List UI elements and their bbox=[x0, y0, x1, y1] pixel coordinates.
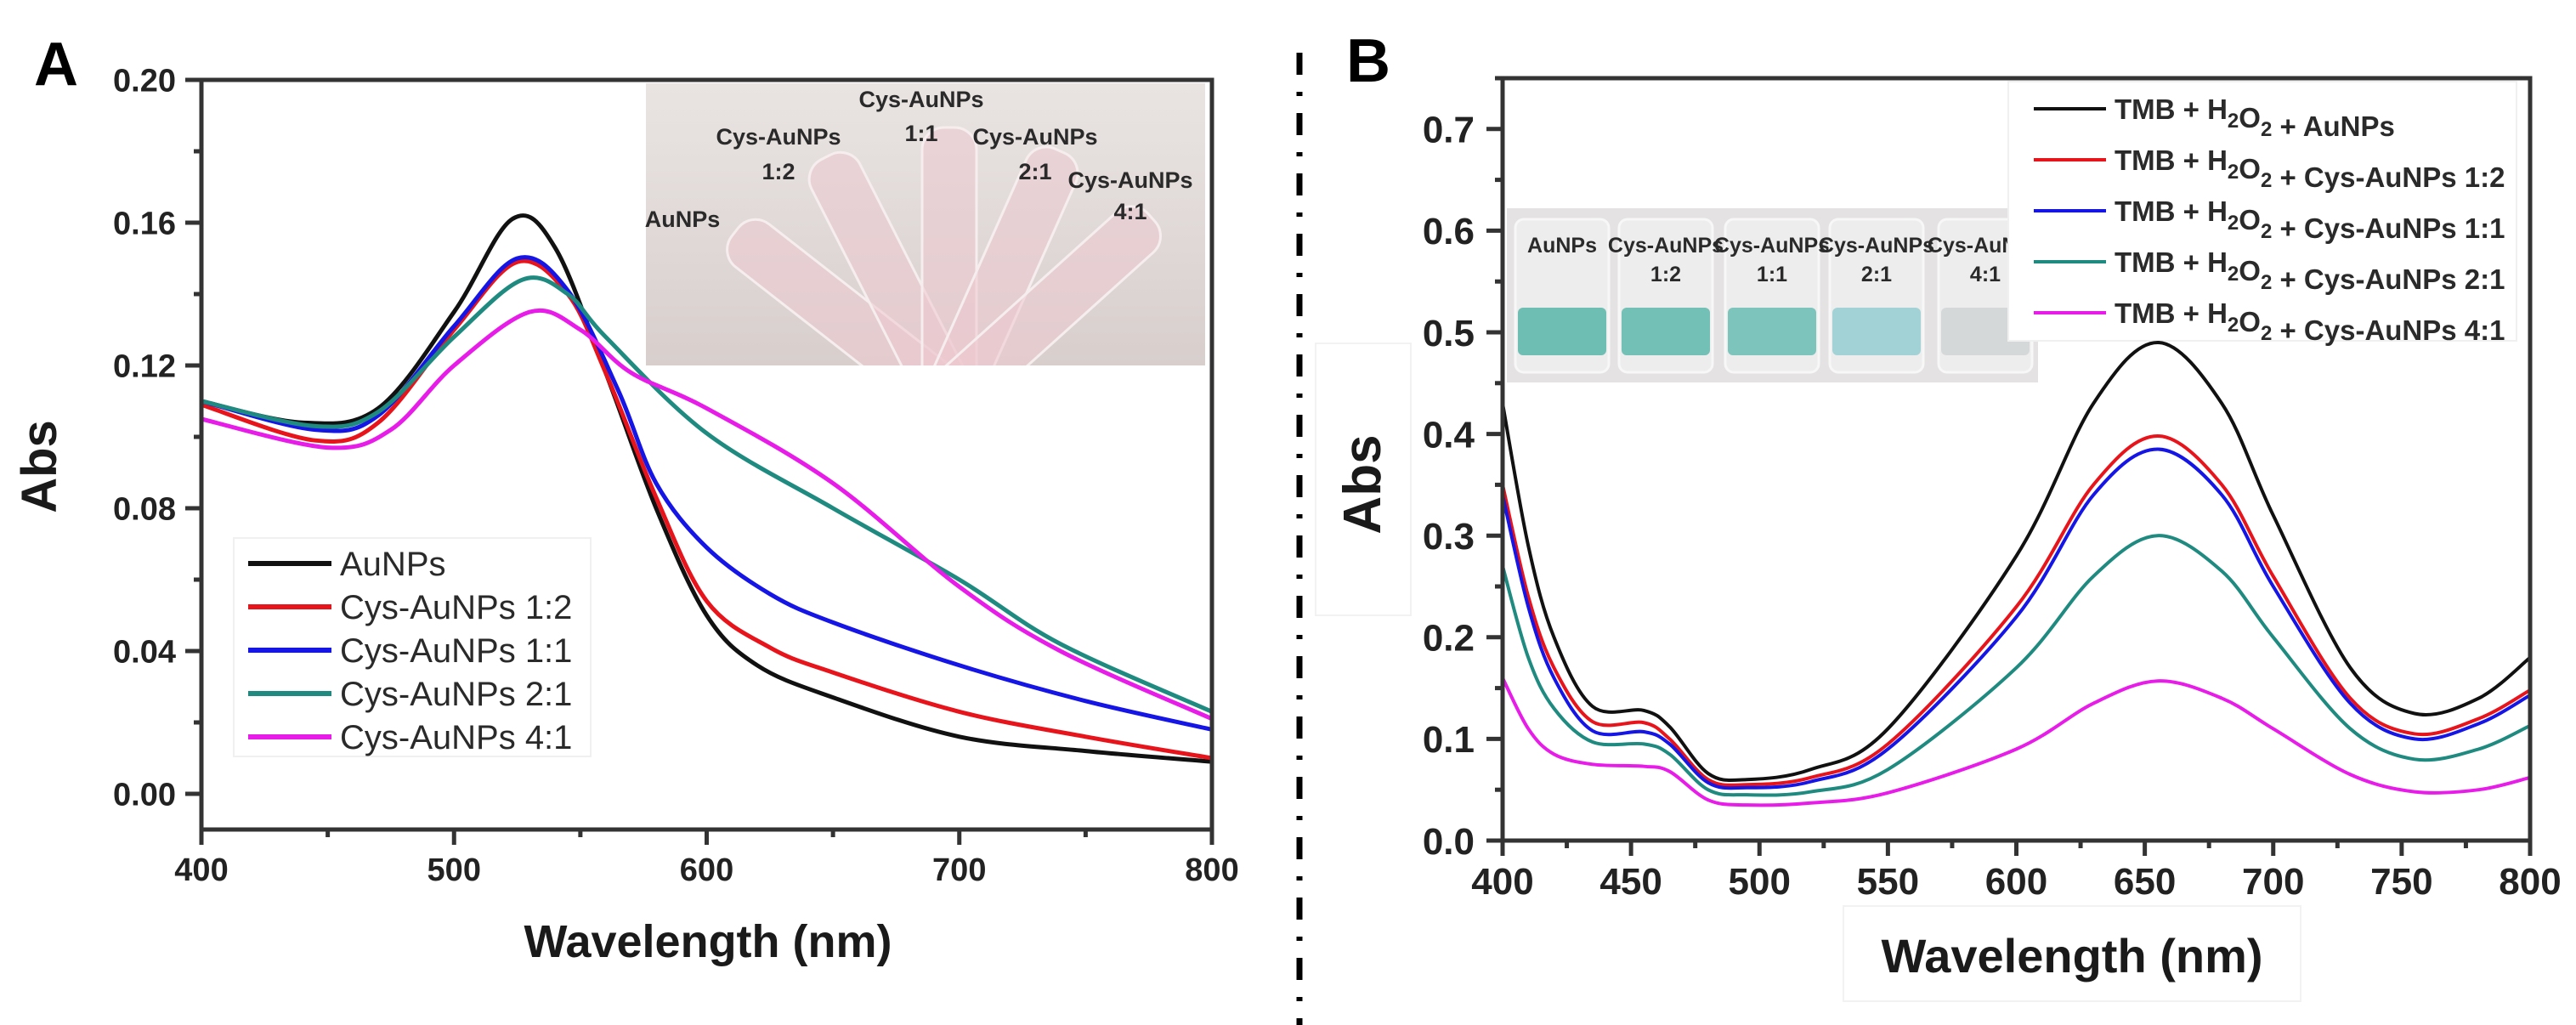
y-tick-label: 0.4 bbox=[1423, 414, 1475, 456]
x-tick-label: 550 bbox=[1857, 861, 1919, 903]
legend-a: AuNPs Cys-AuNPs 1:2 Cys-AuNPs 1:1 Cys-AuNPs… bbox=[233, 537, 592, 757]
inset-label-ratio: 2:1 bbox=[1861, 263, 1892, 286]
legend-label: Cys-AuNPs 2:1 bbox=[340, 676, 572, 713]
plot-frame-b bbox=[1500, 76, 2533, 843]
legend-label: Cys-AuNPs 4:1 bbox=[340, 719, 572, 756]
inset-label: Cys-AuNPs bbox=[1608, 234, 1724, 258]
x-tick-label: 800 bbox=[2499, 861, 2561, 903]
legend-label: Cys-AuNPs 1:1 bbox=[340, 632, 572, 670]
legend-label: TMB + H2O2 + Cys-AuNPs 4:1 bbox=[2115, 297, 2505, 346]
x-tick-label: 800 bbox=[1185, 852, 1238, 888]
x-tick-label: 700 bbox=[932, 852, 986, 888]
inset-label-ratio: 1:2 bbox=[1650, 263, 1681, 286]
x-tick-label: 500 bbox=[1729, 861, 1791, 903]
y-tick-label: 0.7 bbox=[1423, 110, 1475, 151]
inset-label-ratio: 2:1 bbox=[1018, 159, 1051, 184]
inset-label: AuNPs bbox=[1527, 234, 1597, 258]
vial-liquid bbox=[1622, 308, 1710, 355]
series-line-cys-aunps-2-1 bbox=[201, 275, 1212, 714]
x-tick-label: 700 bbox=[2242, 861, 2304, 903]
inset-label: Cys-AuNPs bbox=[1714, 234, 1830, 258]
legend-label: TMB + H2O2 + AuNPs bbox=[2115, 93, 2395, 142]
inset-label: Cys-AuNPs bbox=[716, 124, 841, 150]
y-tick-label: 0.0 bbox=[1423, 821, 1475, 863]
y-axis-title-a: Abs bbox=[12, 420, 67, 513]
x-tick-label: 650 bbox=[2114, 861, 2176, 903]
y-tick-label: 0.5 bbox=[1423, 313, 1475, 354]
x-tick-label: 600 bbox=[1985, 861, 2047, 903]
x-tick-label: 750 bbox=[2370, 861, 2432, 903]
legend-label: TMB + H2O2 + Cys-AuNPs 1:2 bbox=[2115, 144, 2505, 193]
inset-label: Cys-AuNPs bbox=[858, 87, 983, 112]
inset-label: Cys-AuNPs bbox=[1067, 167, 1192, 193]
y-tick-label: 0.20 bbox=[113, 64, 176, 99]
y-tick-label: 0.2 bbox=[1423, 618, 1475, 660]
series-line-cys-aunps-1-2 bbox=[201, 258, 1212, 761]
y-axis-title-b: Abs bbox=[1333, 434, 1392, 534]
y-tick-label: 0.6 bbox=[1423, 211, 1475, 252]
vial-liquid bbox=[1728, 308, 1816, 355]
x-tick-label: 600 bbox=[680, 852, 733, 888]
y-tick-label: 0.16 bbox=[113, 207, 176, 242]
inset-label-ratio: 1:1 bbox=[1757, 263, 1787, 286]
tube bbox=[920, 126, 978, 365]
inset-label-ratio: 1:2 bbox=[761, 159, 795, 184]
legend-label: Cys-AuNPs 1:2 bbox=[340, 589, 572, 626]
series-line-tmb-h-o-aunps bbox=[1503, 340, 2530, 783]
series-line-aunps bbox=[201, 213, 1212, 764]
tube bbox=[926, 145, 1079, 365]
panel-label-a: A bbox=[34, 31, 78, 99]
plot-frame-a bbox=[199, 77, 1214, 832]
y-tick-label: 0.08 bbox=[113, 492, 176, 528]
vial-liquid bbox=[1832, 308, 1921, 355]
panel-label-b: B bbox=[1346, 27, 1390, 95]
series-line-tmb-h-o-cys-aunps-1-1 bbox=[1503, 447, 2530, 790]
inset-label-ratio: 4:1 bbox=[1113, 199, 1146, 224]
x-axis-title-a: Wavelength (nm) bbox=[524, 916, 892, 967]
series-line-cys-aunps-4-1 bbox=[201, 308, 1212, 722]
legend-label: TMB + H2O2 + Cys-AuNPs 1:1 bbox=[2115, 195, 2505, 244]
y-tick-label: 0.00 bbox=[113, 778, 176, 813]
y-tick-label: 0.04 bbox=[113, 635, 176, 671]
panel-a: A AuNPs Cys-AuNPs 1:2 Cys-AuNPs 1:1 Cys-AuNPs… bbox=[12, 31, 1239, 967]
inset-label: Cys-AuNPs bbox=[1819, 234, 1934, 258]
inset-label: AuNPs bbox=[645, 207, 721, 232]
x-axis-title-b: Wavelength (nm) bbox=[1881, 929, 2262, 983]
y-tick-label: 0.1 bbox=[1423, 719, 1475, 761]
inset-label: Cys-AuNPs bbox=[972, 124, 1097, 150]
x-tick-label: 400 bbox=[174, 852, 228, 888]
tube bbox=[932, 205, 1162, 365]
panel-b: B AuNPs Cys-AuNPs 1:2 Cys-AuNPs 1:1 Cys-AuNPs… bbox=[1315, 27, 2562, 1002]
vial-liquid bbox=[1518, 308, 1606, 355]
series-line-tmb-h-o-cys-aunps-1-2 bbox=[1503, 433, 2530, 787]
y-tick-label: 0.3 bbox=[1423, 516, 1475, 558]
x-tick-label: 500 bbox=[427, 852, 481, 888]
series-line-tmb-h-o-cys-aunps-4-1 bbox=[1503, 677, 2530, 807]
y-tick-label: 0.12 bbox=[113, 349, 176, 385]
inset-label-ratio: 4:1 bbox=[1970, 263, 2001, 286]
tube bbox=[726, 218, 965, 365]
inset-photo-a: AuNPs Cys-AuNPs 1:2 Cys-AuNPs 1:1 Cys-AuNPs 2:… bbox=[645, 83, 1205, 365]
series-line-tmb-h-o-cys-aunps-2-1 bbox=[1503, 534, 2530, 797]
x-tick-label: 400 bbox=[1471, 861, 1533, 903]
inset-label-ratio: 1:1 bbox=[904, 121, 937, 146]
legend-label: TMB + H2O2 + Cys-AuNPs 2:1 bbox=[2115, 246, 2505, 295]
legend-label: AuNPs bbox=[340, 546, 446, 583]
x-tick-label: 450 bbox=[1599, 861, 1662, 903]
inset-photo-b: AuNPs Cys-AuNPs 1:2 Cys-AuNPs 1:1 Cys-AuNPs 2:… bbox=[1507, 208, 2043, 382]
